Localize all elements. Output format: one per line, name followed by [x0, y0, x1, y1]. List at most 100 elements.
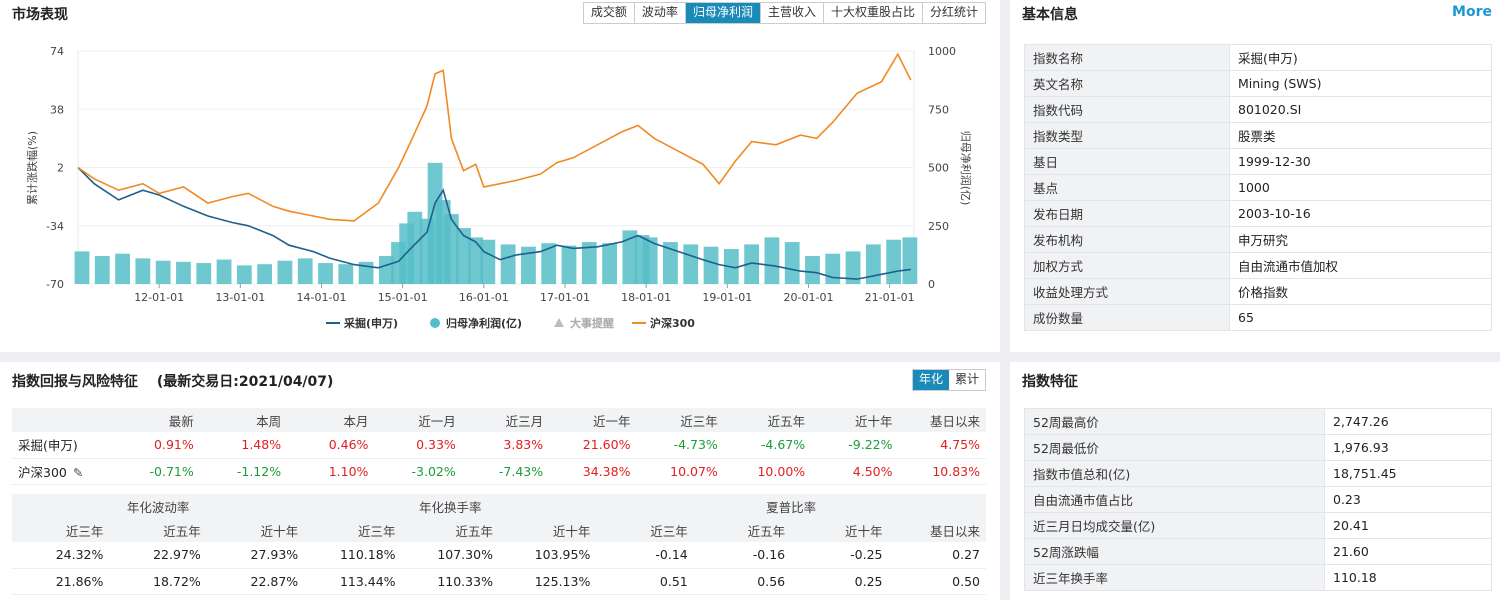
info-value: 价格指数	[1229, 278, 1492, 305]
returns-date: (最新交易日:2021/04/07)	[156, 374, 334, 390]
x-tick-label: 14-01-01	[297, 291, 347, 304]
market-tabs: 成交额 波动率 归母净利润 主营收入 十大权重股占比 分红统计	[582, 2, 986, 24]
risk-sub-header: 近五年	[693, 518, 792, 542]
legend-item[interactable]: 沪深300	[650, 316, 695, 330]
info-value: 自由流通市值加权	[1229, 252, 1492, 279]
info-key: 指数名称	[1024, 44, 1230, 71]
risk-cell: 110.33%	[401, 568, 499, 595]
returns-cell: -7.43%	[461, 458, 550, 485]
risk-cell: -0.16	[693, 542, 792, 569]
profit-bar	[236, 265, 252, 284]
info-row: 发布日期 2003-10-16	[1024, 200, 1492, 227]
returns-row-label: 采掘(申万)	[18, 438, 78, 454]
profit-bar	[805, 256, 820, 284]
tab-1[interactable]: 波动率	[634, 3, 686, 23]
risk-cell: 125.13%	[498, 568, 597, 595]
annualized-toggle: 年化 累计	[911, 369, 986, 391]
tab-3[interactable]: 主营收入	[760, 3, 824, 23]
tab-0[interactable]: 成交额	[583, 3, 635, 23]
info-key: 52周最低价	[1024, 434, 1325, 461]
returns-header-cell	[12, 408, 113, 432]
profit-bar	[886, 239, 902, 284]
risk-sub-header: 基日以来	[888, 518, 986, 542]
x-tick-label: 21-01-01	[865, 291, 915, 304]
info-value: 2,747.26	[1324, 408, 1492, 435]
risk-cell: 0.50	[888, 568, 986, 595]
returns-panel: 指数回报与风险特征 (最新交易日:2021/04/07) 年化 累计 最新 本周 本月…	[0, 362, 1000, 600]
basic-info-panel: 基本信息 More 指数名称 采掘(申万) 英文名称 Mining (SWS) 指数代码…	[1010, 0, 1500, 352]
info-value: 股票类	[1229, 122, 1492, 149]
returns-header-cell: 近一月	[374, 408, 462, 432]
risk-group-header: 年化换手率	[304, 494, 597, 518]
profit-bar	[176, 261, 191, 284]
profit-bar	[480, 239, 496, 284]
left-tick-label: 74	[50, 45, 64, 58]
x-tick-label: 20-01-01	[784, 291, 834, 304]
info-row: 加权方式 自由流通市值加权	[1024, 252, 1492, 279]
returns-cell: 0.91%	[112, 432, 200, 459]
right-tick-label: 750	[928, 103, 949, 116]
right-tick-label: 1000	[928, 45, 956, 58]
tab-5[interactable]: 分红统计	[922, 3, 985, 23]
right-tick-label: 500	[928, 162, 949, 175]
info-value: 2003-10-16	[1229, 200, 1492, 227]
risk-sub-row: 近三年 近五年 近十年 近三年 近五年 近十年 近三年 近五年 近十年 基日以来	[12, 518, 986, 542]
risk-cell: 113.44%	[304, 568, 402, 595]
risk-row: 21.86% 18.72% 22.87% 113.44% 110.33% 125.13% 0…	[12, 568, 986, 595]
risk-table: 年化波动率 年化换手率 夏普比率 近三年 近五年 近十年 近三年 近五年 近十年 近三年 近五年 近十…	[12, 494, 986, 595]
returns-header-cell: 近三年	[636, 408, 724, 432]
returns-cell: 4.75%	[898, 432, 986, 459]
more-link[interactable]: More	[1452, 4, 1492, 20]
info-value: 1999-12-30	[1229, 148, 1492, 175]
edit-icon[interactable]: ✎	[72, 464, 84, 480]
info-key: 指数市值总和(亿)	[1024, 460, 1325, 487]
risk-cell: 0.51	[596, 568, 694, 595]
returns-cell: -4.73%	[636, 432, 724, 459]
info-row: 52周最低价 1,976.93	[1024, 434, 1492, 461]
returns-header-row: 最新 本周 本月 近一月 近三月 近一年 近三年 近五年 近十年 基日以来	[12, 408, 986, 432]
profit-bar	[622, 230, 638, 284]
info-row: 收益处理方式 价格指数	[1024, 278, 1492, 305]
right-tick-label: 0	[928, 278, 935, 291]
info-row: 基日 1999-12-30	[1024, 148, 1492, 175]
x-tick-label: 16-01-01	[459, 291, 509, 304]
returns-cell: 0.46%	[287, 432, 375, 459]
info-row: 指数代码 801020.SI	[1024, 96, 1492, 123]
market-title: 市场表现	[12, 7, 68, 23]
returns-cell: 1.10%	[287, 458, 375, 485]
profit-bar	[663, 242, 678, 284]
basic-info-table: 指数名称 采掘(申万) 英文名称 Mining (SWS) 指数代码 801020.SI 指…	[1024, 44, 1492, 331]
risk-cell: 27.93%	[206, 542, 305, 569]
csi300-line	[77, 52, 912, 222]
risk-cell: -0.14	[596, 542, 694, 569]
returns-row-label: 沪深300	[18, 464, 67, 480]
profit-bar	[683, 244, 699, 284]
info-row: 发布机构 申万研究	[1024, 226, 1492, 253]
info-key: 基点	[1024, 174, 1230, 201]
profit-bar	[196, 263, 212, 284]
profit-bar	[521, 246, 536, 284]
info-key: 加权方式	[1024, 252, 1230, 279]
toggle-1[interactable]: 累计	[954, 372, 979, 386]
basic-info-title: 基本信息	[1022, 7, 1078, 23]
legend-item[interactable]: 归母净利润(亿)	[446, 316, 522, 330]
info-key: 近三月日均成交量(亿)	[1024, 512, 1325, 539]
tab-4[interactable]: 十大权重股占比	[823, 3, 923, 23]
features-panel: 指数特征 52周最高价 2,747.26 52周最低价 1,976.93 指数市值总和(…	[1010, 362, 1500, 600]
risk-cell: 103.95%	[498, 542, 597, 569]
left-tick-label: 38	[50, 103, 64, 116]
legend-item[interactable]: 采掘(申万)	[343, 316, 398, 330]
legend-item[interactable]: 大事提醒	[570, 316, 614, 330]
returns-cell: -1.12%	[199, 458, 288, 485]
toggle-0[interactable]: 年化	[912, 370, 949, 390]
risk-cell: 18.72%	[109, 568, 207, 595]
info-value: 18,751.45	[1324, 460, 1492, 487]
info-key: 自由流通市值占比	[1024, 486, 1325, 513]
tab-2[interactable]: 归母净利润	[685, 3, 761, 23]
returns-row-name: 采掘(申万)	[12, 432, 113, 459]
info-key: 指数代码	[1024, 96, 1230, 123]
info-value: 申万研究	[1229, 226, 1492, 253]
info-row: 自由流通市值占比 0.23	[1024, 486, 1492, 513]
info-value: Mining (SWS)	[1229, 70, 1492, 97]
returns-cell: 10.00%	[723, 458, 812, 485]
